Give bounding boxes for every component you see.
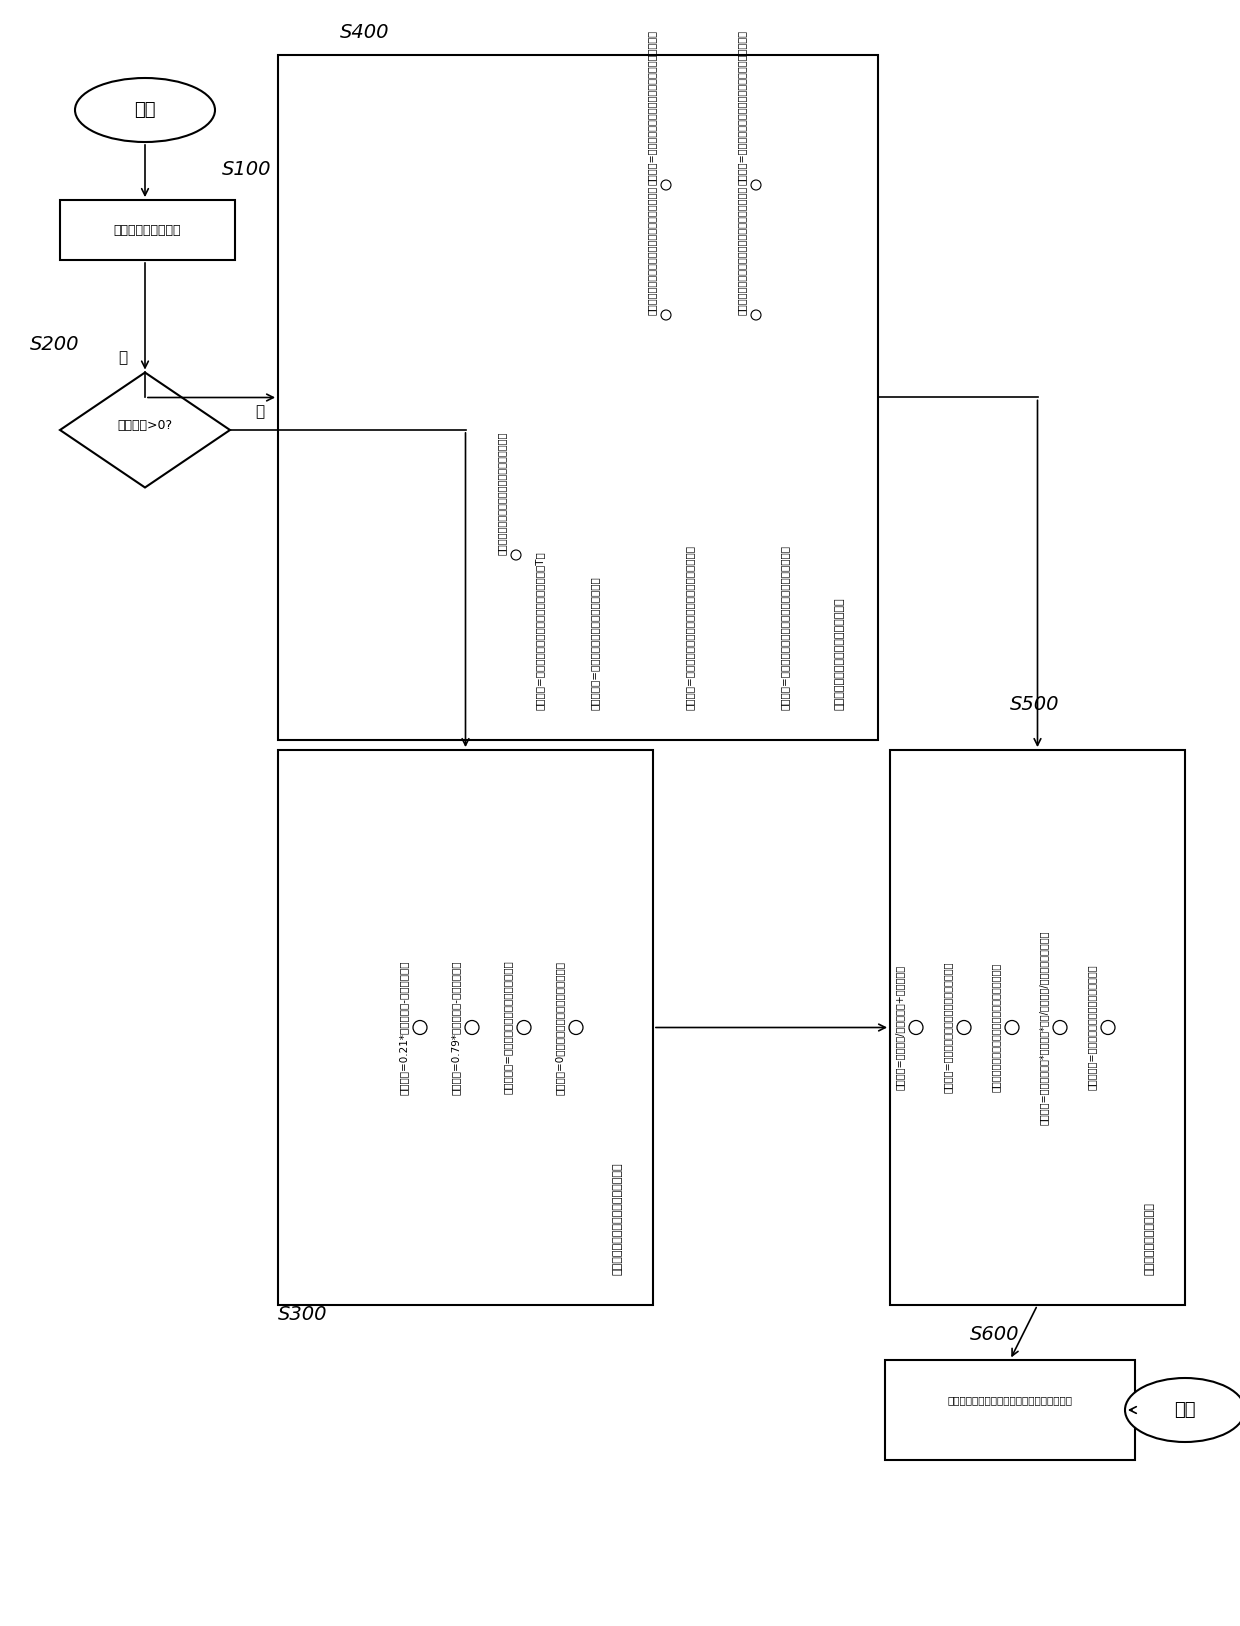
- Text: 控制氢气供应系统（氢气交换气和压力控制）: 控制氢气供应系统（氢气交换气和压力控制）: [947, 1395, 1073, 1405]
- Text: 氢气浓度=氢气分压/（氧气分压+氢气分压）: 氢气浓度=氢气分压/（氧气分压+氢气分压）: [895, 964, 905, 1089]
- Text: 氮气分压=阳极氢气分压－水蒸气分压－氢气分压: 氮气分压=阳极氢气分压－水蒸气分压－氢气分压: [942, 961, 954, 1093]
- Text: 通过对透过膜的时间积分来计算阴极氢气的摩尔数: 通过对透过膜的时间积分来计算阴极氢气的摩尔数: [737, 185, 746, 315]
- Text: 否: 否: [119, 350, 128, 364]
- Text: 计算阴极的每种气体分压（开放系统）: 计算阴极的每种气体分压（开放系统）: [613, 1163, 622, 1275]
- Text: 结束: 结束: [1174, 1402, 1195, 1419]
- Ellipse shape: [1125, 1377, 1240, 1442]
- Text: 当开放模型的最后值用于封闭模型时作为初始值: 当开放模型的最后值用于封闭模型时作为初始值: [497, 431, 507, 554]
- Text: 氢气分压=氢气的摩尔数*气体常数*温度/阴极体积/阳极氢气的摩尔分压: 氢气分压=氢气的摩尔数*气体常数*温度/阴极体积/阳极氢气的摩尔分压: [1039, 930, 1049, 1125]
- Text: 通过对透过膜的时间积分来计算阴极氮气的摩尔数: 通过对透过膜的时间积分来计算阴极氮气的摩尔数: [647, 185, 657, 315]
- Ellipse shape: [74, 78, 215, 141]
- Bar: [278, 750, 653, 1306]
- Text: S100: S100: [222, 159, 272, 179]
- Text: 氢气分压=氢气的摩尔数＊气体常数＊温度／（阴极体积）: 氢气分压=氢气的摩尔数＊气体常数＊温度／（阴极体积）: [780, 545, 790, 711]
- Text: 计算阳极的每种气体分压: 计算阳极的每种气体分压: [1145, 1202, 1154, 1275]
- Text: S500: S500: [1011, 694, 1059, 714]
- Text: 通过对透过膜的时间积分来计算阳极氢气的摩尔数: 通过对透过膜的时间积分来计算阳极氢气的摩尔数: [991, 963, 1001, 1093]
- Text: 氧气分压=反应时间而消失（通过实验确定时间常数T）: 氧气分压=反应时间而消失（通过实验确定时间常数T）: [534, 551, 546, 711]
- Text: 水蒸气分压=饱和和水蒸气压力（温度的函数）: 水蒸气分压=饱和和水蒸气压力（温度的函数）: [503, 961, 513, 1094]
- Text: 是: 是: [255, 405, 264, 420]
- Text: S400: S400: [340, 23, 389, 42]
- Text: 计算阴极的每种气体分压（封闭系统）: 计算阴极的每种气体分压（封闭系统）: [835, 597, 844, 711]
- Text: 氮气分压=氮气的摩尔数＊气体常数＊温度／（阴极体积）: 氮气分压=氮气的摩尔数＊气体常数＊温度／（阴极体积）: [684, 545, 694, 711]
- Bar: [885, 1359, 1135, 1460]
- Text: S300: S300: [278, 1306, 327, 1324]
- Text: 氢气分压=0（因为通过空气流量排放到外部）: 氢气分压=0（因为通过空气流量排放到外部）: [556, 961, 565, 1094]
- Text: 水蒸气分压=饱和和水蒸气压力（温度的函数）: 水蒸气分压=饱和和水蒸气压力（温度的函数）: [1087, 964, 1097, 1091]
- Text: 氮气分压=氮气的摩尔数＊气体常数＊温度／（阴极体积）: 氮气分压=氮气的摩尔数＊气体常数＊温度／（阴极体积）: [647, 29, 657, 185]
- Bar: [278, 55, 878, 740]
- Text: 氧气分压=0.21*（供应流量-水蒸气分压）: 氧气分压=0.21*（供应流量-水蒸气分压）: [399, 961, 409, 1094]
- Text: 空气流量>0?: 空气流量>0?: [118, 418, 172, 431]
- Text: S200: S200: [30, 335, 79, 354]
- Bar: [60, 200, 236, 260]
- Text: S600: S600: [970, 1325, 1019, 1345]
- Text: 氮气分压=0.79*（供应流量-水蒸气分压）: 氮气分压=0.79*（供应流量-水蒸气分压）: [451, 961, 461, 1094]
- Polygon shape: [60, 372, 229, 488]
- Text: 开始: 开始: [134, 101, 156, 119]
- Text: 水蒸气分压=饱和和水蒸气压力（温度的函数）: 水蒸气分压=饱和和水蒸气压力（温度的函数）: [590, 576, 600, 711]
- Bar: [890, 750, 1185, 1306]
- Text: 收集信息（传感器）: 收集信息（传感器）: [114, 223, 181, 236]
- Text: 氢气分压=氢气的摩尔数＊气体常数＊温度／（阴极体积）: 氢气分压=氢气的摩尔数＊气体常数＊温度／（阴极体积）: [737, 29, 746, 185]
